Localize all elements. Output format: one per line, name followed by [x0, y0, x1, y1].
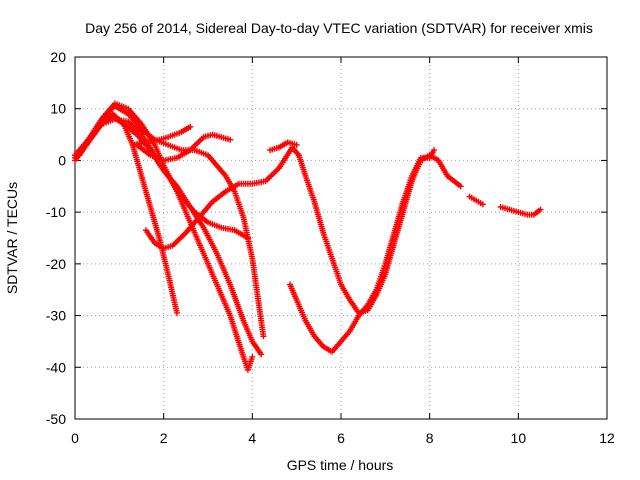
data-point: [431, 147, 438, 154]
data-point: [260, 333, 267, 340]
series-track-f: [142, 144, 464, 316]
x-tick-label: 10: [511, 430, 527, 446]
x-tick-label: 8: [426, 430, 434, 446]
data-point: [258, 351, 265, 358]
data-point: [537, 206, 544, 213]
y-tick-label: -20: [46, 256, 66, 272]
x-axis-title: GPS time / hours: [287, 457, 394, 473]
x-tick-label: 12: [599, 430, 615, 446]
chart-title: Day 256 of 2014, Sidereal Day-to-day VTE…: [85, 20, 593, 36]
data-point: [187, 123, 194, 130]
data-point: [457, 183, 464, 190]
data-point: [173, 309, 180, 316]
grid: [75, 57, 607, 419]
series-track-h: [134, 131, 234, 164]
series-track-c: [72, 113, 265, 358]
data-series: [72, 100, 544, 373]
series-track-g: [129, 123, 194, 148]
series-track-k: [466, 193, 486, 208]
y-tick-label: 20: [50, 49, 66, 65]
y-tick-label: 10: [50, 101, 66, 117]
data-point: [227, 136, 234, 143]
y-tick-label: -30: [46, 308, 66, 324]
data-point: [244, 235, 251, 241]
x-tick-label: 2: [160, 430, 168, 446]
data-point: [479, 201, 486, 208]
y-tick-label: 0: [58, 152, 66, 168]
data-point: [293, 141, 300, 148]
series-track-j: [287, 147, 438, 355]
y-tick-label: -40: [46, 359, 66, 375]
axis-ticks: [74, 56, 608, 420]
x-tick-label: 0: [71, 430, 79, 446]
series-track-i: [267, 139, 300, 154]
y-tick-label: -50: [46, 411, 66, 427]
y-axis-title: SDTVAR / TECUs: [4, 182, 20, 294]
x-tick-label: 6: [337, 430, 345, 446]
series-track-l: [497, 203, 544, 218]
x-tick-label: 4: [248, 430, 256, 446]
data-point: [249, 353, 256, 360]
y-tick-label: -10: [46, 204, 66, 220]
